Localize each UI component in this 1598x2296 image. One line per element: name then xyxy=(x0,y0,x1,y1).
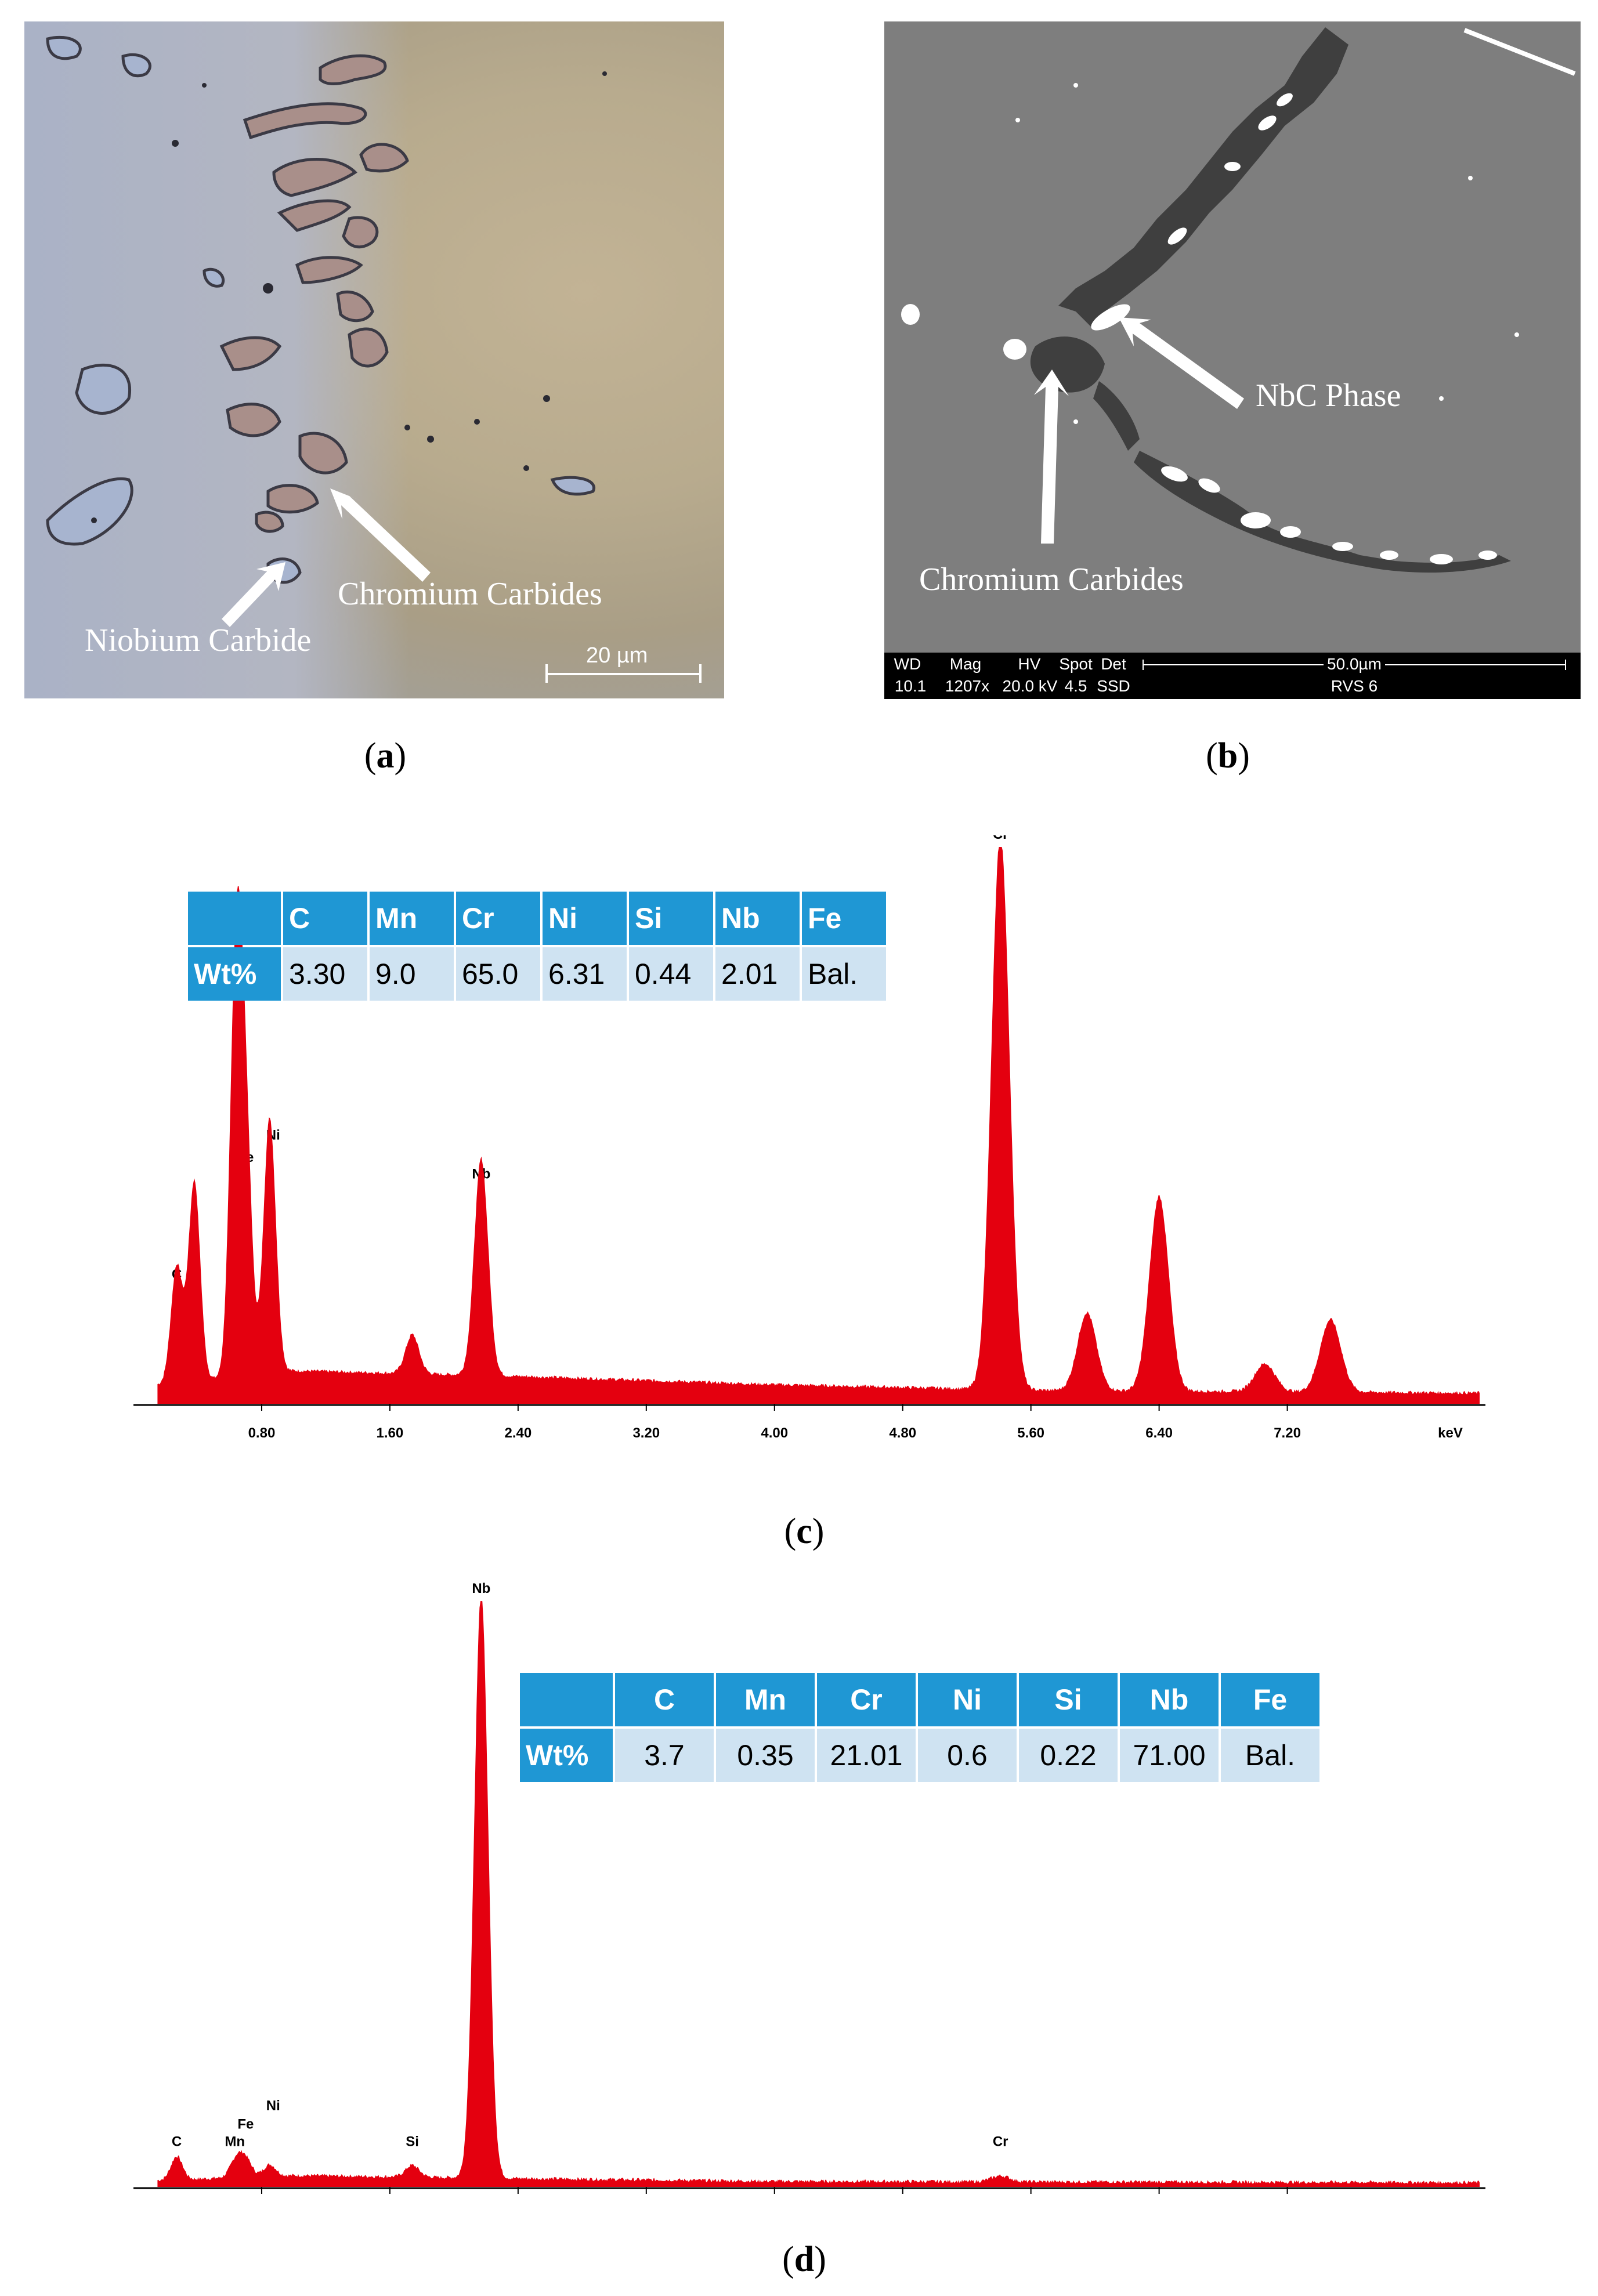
sem-value-spot: 4.5 xyxy=(1064,677,1087,695)
x-tick-label: 5.60 xyxy=(1017,1425,1044,1441)
table-cell: 0.22 xyxy=(1019,1729,1118,1782)
nbc-phase-label: NbC Phase xyxy=(1256,378,1401,414)
sem-header-det: Det xyxy=(1101,655,1126,673)
chromium-carbides-label-b: Chromium Carbides xyxy=(919,562,1184,597)
table-header-cr: Cr xyxy=(456,892,540,945)
sem-sample-label: RVS 6 xyxy=(1331,677,1378,695)
sem-micrograph: NbC Phase Chromium Carbides WD Mag HV Sp… xyxy=(884,21,1581,699)
sem-header-wd: WD xyxy=(894,655,921,673)
table-header-si: Si xyxy=(629,892,713,945)
sem-header-mag: Mag xyxy=(949,655,982,673)
table-header-c: C xyxy=(283,892,367,945)
caption-b: (b) xyxy=(1206,736,1250,776)
table-cell: 0.44 xyxy=(629,947,713,1001)
caption-a: (a) xyxy=(364,736,407,776)
grain-boundary xyxy=(901,27,1576,573)
composition-table-c: C Mn Cr Ni Si Nb Fe Wt% 3.30 9.0 65.0 6.… xyxy=(186,889,888,1003)
peak-label: C xyxy=(172,2134,182,2149)
caption-c: (c) xyxy=(784,1512,825,1551)
table-header-ni: Ni xyxy=(918,1673,1017,1726)
table-row-label: Wt% xyxy=(520,1729,613,1782)
spectrum-area xyxy=(157,847,1480,1404)
table-cell: 6.31 xyxy=(543,947,627,1001)
x-tick-label: 4.80 xyxy=(889,1425,916,1441)
peak-label: Nb xyxy=(472,1581,490,1596)
table-header-fe: Fe xyxy=(802,892,886,945)
x-tick-label: 4.00 xyxy=(761,1425,788,1441)
table-cell: 0.35 xyxy=(716,1729,815,1782)
sem-info-bar: WD Mag HV Spot Det 10.1 mm 1207x 20.0 kV… xyxy=(884,653,1581,699)
sem-header-spot: Spot xyxy=(1059,655,1093,673)
peak-label: Ni xyxy=(266,2098,280,2113)
table-corner xyxy=(188,892,281,945)
peak-label: Cr xyxy=(993,835,1008,842)
sem-value-det: SSD xyxy=(1097,677,1130,695)
x-tick-label: 7.20 xyxy=(1274,1425,1301,1441)
table-cell: 3.30 xyxy=(283,947,367,1001)
table-cell: 21.01 xyxy=(817,1729,916,1782)
table-header-si: Si xyxy=(1019,1673,1118,1726)
table-cell: 71.00 xyxy=(1120,1729,1219,1782)
x-tick-label: 3.20 xyxy=(632,1425,660,1441)
table-row-label: Wt% xyxy=(188,947,281,1001)
spectrum-area xyxy=(157,1601,1480,2187)
table-header-nb: Nb xyxy=(715,892,800,945)
peak-label: Si xyxy=(406,2134,419,2149)
peak-label: Fe xyxy=(237,2116,254,2132)
table-header-nb: Nb xyxy=(1120,1673,1219,1726)
table-corner xyxy=(520,1673,613,1726)
niobium-carbide-label: Niobium Carbide xyxy=(85,622,312,658)
peak-label: Cr xyxy=(993,2134,1008,2149)
sem-value-wd: 10.1 mm xyxy=(894,677,927,699)
x-tick-label: keV xyxy=(1438,1425,1463,1441)
table-header-c: C xyxy=(615,1673,714,1726)
table-cell: Bal. xyxy=(1221,1729,1319,1782)
sem-value-hv: 20.0 kV xyxy=(1002,677,1058,695)
table-cell: 3.7 xyxy=(615,1729,714,1782)
composition-table-d: C Mn Cr Ni Si Nb Fe Wt% 3.7 0.35 21.01 0… xyxy=(518,1671,1322,1784)
x-tick-label: 0.80 xyxy=(248,1425,276,1441)
x-tick-label: 1.60 xyxy=(377,1425,404,1441)
table-header-fe: Fe xyxy=(1221,1673,1319,1726)
table-cell: 65.0 xyxy=(456,947,540,1001)
caption-d: (d) xyxy=(782,2240,826,2279)
table-cell: 9.0 xyxy=(370,947,454,1001)
table-cell: 0.6 xyxy=(918,1729,1017,1782)
scale-bar-label: 20 µm xyxy=(586,643,648,668)
table-header-mn: Mn xyxy=(716,1673,815,1726)
sem-value-mag: 1207x xyxy=(945,677,990,695)
table-cell: 2.01 xyxy=(715,947,800,1001)
table-header-mn: Mn xyxy=(370,892,454,945)
peak-label: Mn xyxy=(225,2134,245,2149)
table-cell: Bal. xyxy=(802,947,886,1001)
table-header-cr: Cr xyxy=(817,1673,916,1726)
sem-scale-label: 50.0µm xyxy=(1143,654,1566,675)
x-tick-label: 6.40 xyxy=(1145,1425,1173,1441)
carbide-particles xyxy=(46,35,702,683)
chromium-carbides-label: Chromium Carbides xyxy=(338,576,602,612)
sem-header-hv: HV xyxy=(1018,655,1041,673)
table-header-ni: Ni xyxy=(543,892,627,945)
x-tick-label: 2.40 xyxy=(504,1425,532,1441)
optical-micrograph: Chromium Carbides Niobium Carbide 20 µm xyxy=(24,21,724,698)
